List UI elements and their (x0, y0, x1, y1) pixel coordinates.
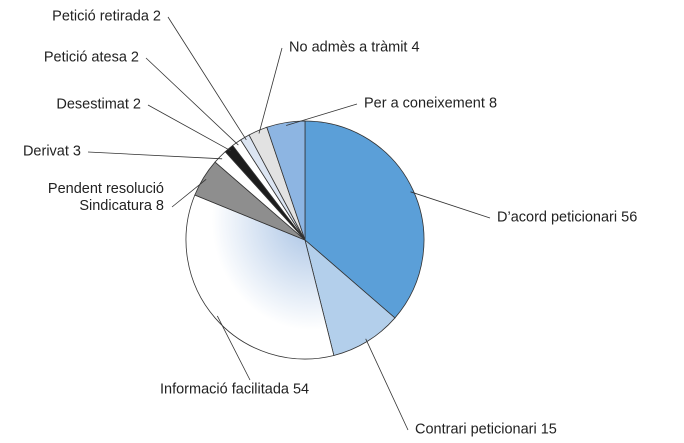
category: Pendent resolució Sindicatura (47, 181, 164, 214)
slice-label: Petició retirada 2 (52, 9, 161, 26)
slice-label: Pendent resolució Sindicatura 8 (0, 181, 164, 215)
category: Desestimat (56, 96, 129, 113)
value: 15 (540, 421, 557, 438)
slice-label: Per a coneixement 8 (364, 96, 497, 113)
pie-slice (304, 120, 425, 319)
slice-label: Derivat 3 (23, 144, 81, 161)
leader-line (216, 315, 251, 381)
leader-line (410, 191, 491, 219)
leader-line (171, 178, 207, 208)
value: 2 (130, 49, 139, 66)
slice-label: No admès a tràmit 4 (289, 40, 420, 57)
value: 3 (72, 143, 81, 160)
value: 56 (621, 209, 638, 226)
category: No admès a tràmit (289, 39, 408, 56)
value: 2 (132, 96, 141, 113)
leader-line (258, 47, 283, 134)
value: 2 (152, 8, 161, 25)
leader-line (167, 16, 247, 141)
category: Contrari peticionari (415, 421, 537, 438)
value: 4 (411, 39, 420, 56)
category: Informació facilitada (160, 381, 289, 398)
slice-label: Petició atesa 2 (44, 50, 139, 67)
category: Petició atesa (43, 49, 127, 66)
leader-line (286, 103, 358, 126)
pie-slice (185, 194, 335, 360)
leader-line (365, 338, 409, 431)
leader-line (147, 104, 232, 152)
category: Per a coneixement (364, 95, 485, 112)
value: 8 (155, 198, 164, 214)
pie-slice (266, 120, 306, 241)
slice-label: Contrari peticionari 15 (415, 422, 557, 439)
category: Derivat (22, 143, 69, 160)
value: 8 (488, 95, 498, 112)
category: Petició retirada (52, 8, 149, 25)
slice-label: Desestimat 2 (56, 97, 141, 114)
leader-line (87, 151, 223, 160)
slice-label: Informació facilitada 54 (160, 382, 309, 399)
value: 54 (292, 381, 310, 398)
category: D’acord peticionari (497, 209, 618, 226)
slice-label: D’acord peticionari 56 (497, 210, 637, 227)
leader-line (145, 57, 239, 146)
